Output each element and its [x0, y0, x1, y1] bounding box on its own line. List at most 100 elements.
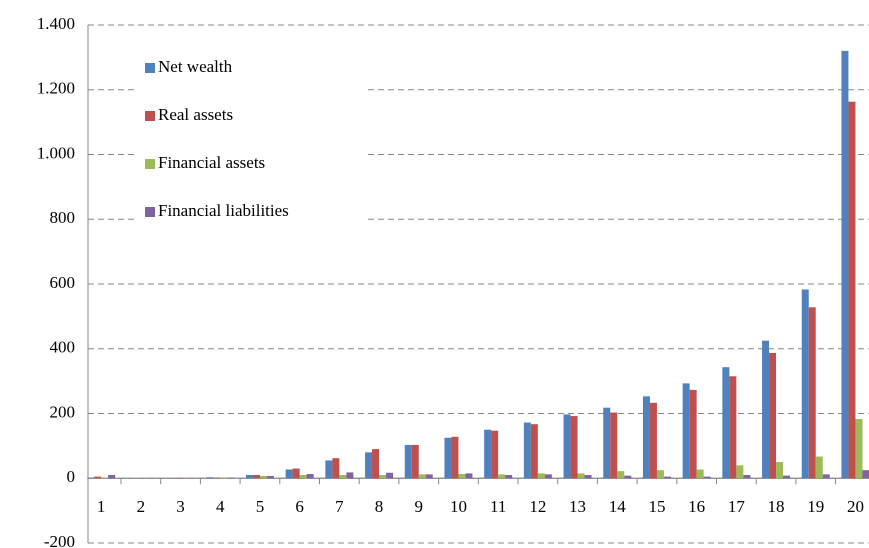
bar: [484, 429, 492, 479]
bar: [87, 477, 95, 479]
y-tick-label: 0: [67, 467, 76, 486]
bar: [444, 437, 452, 479]
bar: [862, 470, 869, 479]
bar: [346, 472, 354, 479]
bar: [292, 468, 300, 479]
x-tick-label: 1: [97, 497, 106, 516]
x-tick-label: 17: [728, 497, 746, 516]
bar: [762, 340, 770, 479]
bar: [855, 419, 863, 479]
bar: [537, 473, 545, 479]
y-tick-label: 1.400: [37, 14, 75, 33]
bar: [656, 470, 664, 479]
bar: [332, 458, 340, 479]
bar: [101, 477, 109, 479]
bar: [577, 473, 585, 479]
bar: [498, 474, 506, 479]
bar: [418, 474, 426, 479]
bar: [299, 475, 307, 479]
x-tick-label: 3: [176, 497, 185, 516]
legend-label: Financial liabilities: [158, 201, 289, 220]
x-tick-label: 7: [335, 497, 344, 516]
bar: [306, 474, 314, 479]
bar: [808, 307, 816, 479]
bar: [570, 416, 578, 479]
legend-swatch: [145, 63, 155, 73]
bar: [94, 476, 102, 479]
bar: [425, 474, 433, 479]
bar: [325, 460, 333, 479]
bar: [743, 475, 751, 479]
x-tick-label: 10: [450, 497, 467, 516]
bar: [108, 475, 116, 479]
bar: [451, 436, 459, 479]
bar: [783, 475, 791, 479]
bar: [259, 475, 267, 479]
bar: [776, 462, 784, 479]
y-tick-label: 1.000: [37, 143, 75, 162]
bar: [523, 422, 531, 479]
legend-box: [138, 45, 364, 235]
x-tick-label: 15: [648, 497, 665, 516]
x-tick-label: 9: [415, 497, 424, 516]
bar: [584, 475, 592, 479]
bar: [722, 367, 730, 479]
bar: [822, 474, 830, 479]
legend-swatch: [145, 207, 155, 217]
bar: [682, 383, 690, 479]
y-tick-label: -200: [44, 532, 75, 548]
legend-label: Real assets: [158, 105, 233, 124]
bar: [801, 289, 809, 479]
x-tick-label: 8: [375, 497, 384, 516]
bar: [603, 407, 611, 479]
x-tick-label: 2: [137, 497, 146, 516]
bar: [736, 465, 744, 479]
bar: [213, 477, 221, 479]
bar: [386, 472, 394, 479]
y-tick-label: 400: [50, 338, 76, 357]
bar: [245, 475, 253, 479]
x-tick-label: 19: [807, 497, 824, 516]
legend-label: Financial assets: [158, 153, 265, 172]
x-tick-label: 14: [609, 497, 627, 516]
bar: [372, 449, 380, 479]
legend-swatch: [145, 111, 155, 121]
x-tick-label: 12: [529, 497, 546, 516]
bar: [339, 475, 347, 479]
bar: [689, 389, 697, 479]
bar: [491, 430, 499, 479]
x-tick-label: 11: [490, 497, 506, 516]
x-tick-label: 13: [569, 497, 586, 516]
bar: [220, 477, 228, 479]
bar: [649, 402, 657, 479]
y-tick-label: 800: [50, 208, 76, 227]
bar: [379, 475, 387, 479]
bar: [642, 396, 650, 479]
legend-label: Net wealth: [158, 57, 233, 76]
bar: [624, 475, 632, 479]
bar: [266, 475, 274, 479]
bar: [458, 474, 466, 479]
bar: [563, 414, 571, 479]
bar: [663, 476, 671, 479]
x-tick-label: 18: [768, 497, 785, 516]
bar: [404, 444, 412, 479]
x-tick-label: 20: [847, 497, 864, 516]
x-tick-label: 4: [216, 497, 225, 516]
bar: [505, 475, 513, 479]
bar: [252, 475, 260, 479]
bar: [617, 471, 625, 479]
bar: [411, 444, 419, 479]
bar: [841, 50, 849, 479]
y-tick-label: 1.200: [37, 79, 75, 98]
bar: [729, 376, 737, 479]
bar: [544, 474, 552, 479]
x-tick-label: 6: [295, 497, 304, 516]
bar: [696, 469, 704, 479]
bar: [285, 469, 293, 479]
bar: [227, 477, 235, 479]
bar: [206, 477, 214, 479]
y-tick-label: 600: [50, 273, 76, 292]
y-tick-label: 200: [50, 402, 76, 421]
